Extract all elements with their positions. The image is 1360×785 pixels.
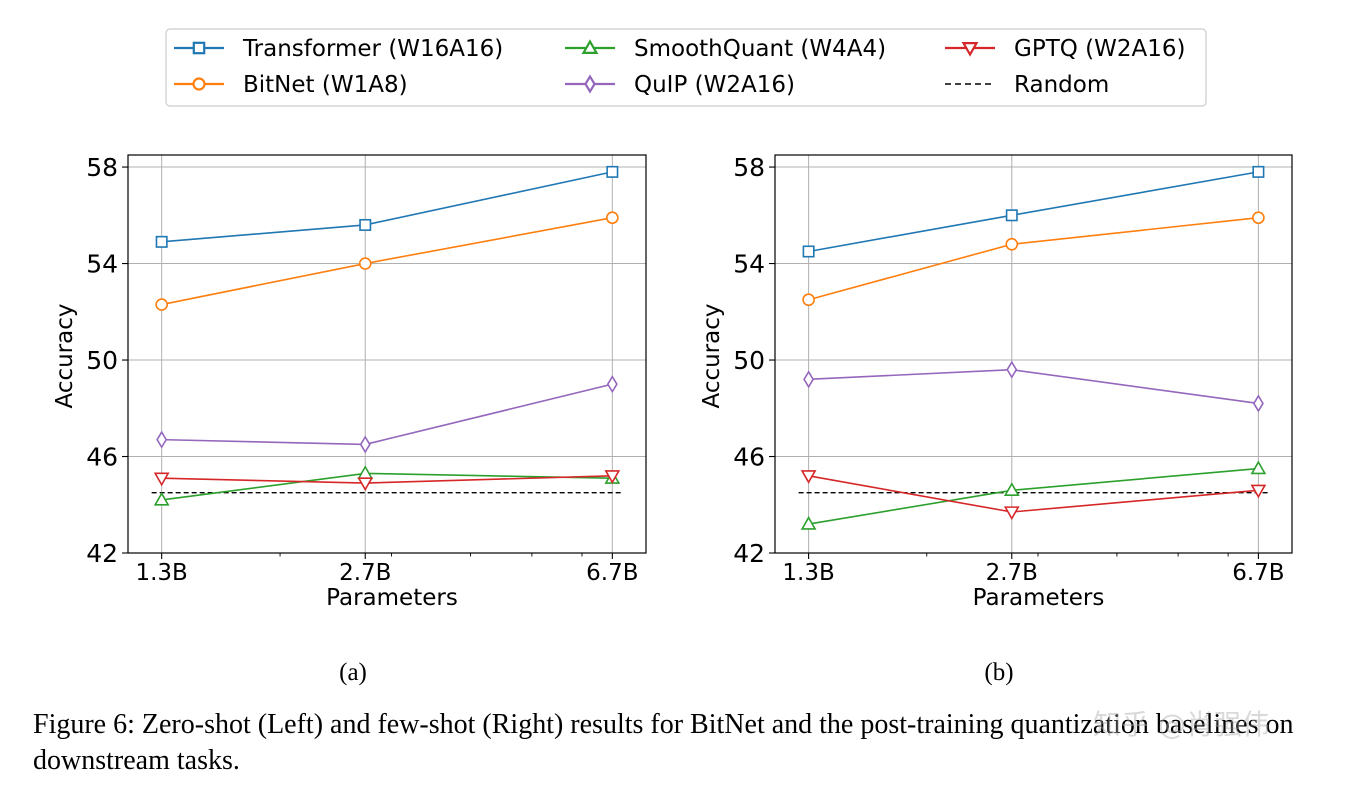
x-tick-label: 1.3B: [782, 560, 834, 586]
x-tick-label: 6.7B: [1232, 560, 1284, 586]
series-line: [808, 368, 1259, 405]
legend-item-gptq: GPTQ (W2A16): [945, 36, 1185, 62]
data-point: [1250, 484, 1267, 499]
data-point: [802, 245, 815, 258]
data-point: [1252, 211, 1265, 225]
series-quip: [803, 360, 1264, 413]
data-point: [800, 470, 817, 484]
y-tick-label: 54: [86, 250, 118, 279]
data-point: [606, 211, 619, 225]
series-line: [161, 383, 613, 446]
data-point: [1252, 394, 1264, 413]
data-point: [153, 491, 170, 506]
y-tick-label: 50: [733, 346, 765, 375]
chart-panel-a: 42 46 50 54 58 1.3B 2.7B 6.7B Parameters Accuracy…: [52, 153, 647, 686]
watermark: 知乎 @肖强伟: [1093, 708, 1270, 741]
legend-item-transformer: Transformer (W16A16): [174, 36, 503, 62]
data-point: [606, 165, 619, 178]
legend: Transformer (W16A16) BitNet (W1A8) SmoothQ…: [165, 28, 1207, 107]
data-point: [155, 298, 168, 311]
series-line: [161, 171, 613, 243]
x-tick-label: 1.3B: [135, 560, 187, 586]
data-point: [1003, 506, 1020, 521]
data-point: [155, 235, 168, 248]
legend-label: GPTQ (W2A16): [1014, 36, 1185, 62]
legend-item-random: Random: [945, 72, 1109, 98]
y-tick-label: 46: [733, 443, 765, 472]
panel-label: (a): [339, 659, 367, 686]
series-smoothquant: [153, 465, 621, 506]
y-tick-label: 42: [86, 539, 118, 568]
figure-caption: Figure 6: Zero-shot (Left) and few-shot …: [33, 709, 1294, 776]
data-point: [1006, 360, 1018, 379]
data-point: [359, 218, 372, 231]
y-tick-label: 46: [86, 443, 118, 472]
panel-label: (b): [984, 659, 1013, 686]
data-point: [153, 472, 170, 487]
series-quip: [156, 375, 618, 454]
x-tick-label: 2.7B: [339, 560, 391, 586]
data-point: [357, 465, 374, 480]
legend-item-quip: QuIP (W2A16): [565, 72, 795, 98]
legend-label: BitNet (W1A8): [243, 72, 408, 98]
y-tick-label: 58: [733, 153, 765, 182]
data-point: [1005, 237, 1019, 251]
x-axis-label: Parameters: [973, 585, 1105, 611]
legend-marker-triangle-up: [581, 39, 599, 54]
legend-item-bitnet: BitNet (W1A8): [174, 72, 408, 98]
data-point: [604, 470, 621, 484]
y-tick-label: 58: [86, 153, 118, 182]
series-line: [808, 216, 1259, 301]
series-line: [808, 475, 1259, 513]
axes-frame: [774, 154, 1293, 554]
data-point: [802, 293, 815, 307]
series-transformer: [155, 165, 619, 248]
data-point: [358, 257, 372, 270]
y-axis-label: Accuracy: [699, 303, 725, 408]
y-tick-label: 42: [733, 539, 765, 568]
data-point: [156, 430, 168, 449]
series-gptq: [153, 470, 621, 492]
x-tick-label: 2.7B: [986, 560, 1038, 586]
series-line: [808, 171, 1259, 253]
y-axis-label: Accuracy: [52, 303, 78, 408]
x-tick-label: 6.7B: [586, 560, 638, 586]
data-point: [359, 435, 371, 454]
chart-panel-b: 42 46 50 54 58 1.3B 2.7B 6.7B Parameters Accuracy…: [699, 153, 1293, 686]
legend-marker-circle: [192, 77, 206, 91]
legend-marker-square: [192, 41, 206, 55]
data-point: [800, 515, 817, 530]
data-point: [1003, 482, 1020, 496]
legend-marker-diamond: [584, 74, 596, 94]
axes-frame: [127, 154, 647, 554]
data-point: [1005, 209, 1018, 222]
legend-label: SmoothQuant (W4A4): [634, 36, 886, 62]
data-point: [606, 375, 618, 394]
series-transformer: [802, 165, 1265, 258]
legend-label: Transformer (W16A16): [242, 36, 503, 62]
x-axis-label: Parameters: [326, 585, 458, 611]
legend-item-smoothquant: SmoothQuant (W4A4): [565, 36, 886, 62]
data-point: [1250, 460, 1267, 475]
legend-label: Random: [1014, 72, 1109, 98]
series-smoothquant: [800, 460, 1267, 530]
series-gptq: [800, 470, 1267, 521]
series-bitnet: [802, 211, 1265, 307]
y-tick-label: 50: [86, 346, 118, 375]
data-point: [357, 477, 374, 492]
legend-label: QuIP (W2A16): [634, 72, 795, 98]
data-point: [803, 370, 815, 389]
series-line: [161, 216, 613, 306]
y-tick-label: 54: [733, 250, 765, 279]
series-bitnet: [155, 211, 619, 311]
legend-marker-triangle-down: [961, 42, 979, 57]
data-point: [1252, 165, 1265, 178]
